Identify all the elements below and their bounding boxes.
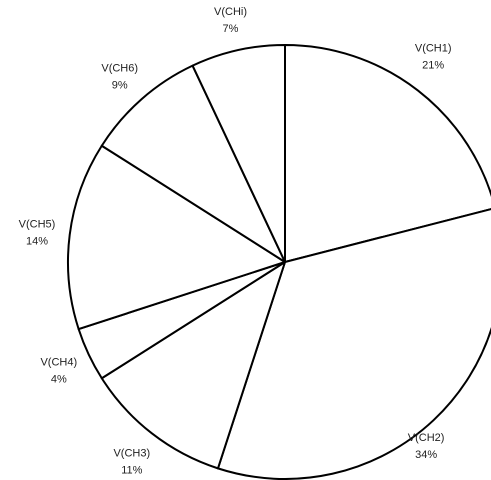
pie-slice-v-ch5 xyxy=(67,144,286,331)
pie-slice-v-ch6 xyxy=(100,64,286,263)
slice-percent-v-ch6: 9% xyxy=(112,80,128,92)
slice-label-v-ch1: V(CH1) xyxy=(415,43,452,55)
slice-label-v-ch5: V(CH5) xyxy=(19,219,56,231)
slice-label-v-ch3: V(CH3) xyxy=(113,448,150,460)
slice-percent-v-ch2: 34% xyxy=(415,449,437,461)
slice-label-v-chi: V(CHi) xyxy=(214,6,247,18)
pie-slice-v-ch1 xyxy=(284,44,491,263)
slice-percent-v-ch1: 21% xyxy=(422,60,444,72)
slice-percent-v-ch3: 11% xyxy=(121,465,142,477)
slice-label-v-ch2: V(CH2) xyxy=(408,432,445,444)
slice-label-v-ch4: V(CH4) xyxy=(40,356,77,368)
pie-slice-v-chi xyxy=(191,44,286,263)
pie-labels: V(CH1) 21% V(CH2) 34% V(CH3) 11% V(CH4) 4% V(CH5… xyxy=(19,6,452,477)
slice-percent-v-chi: 7% xyxy=(223,23,239,35)
slice-percent-v-ch4: 4% xyxy=(51,373,67,385)
slice-label-v-ch6: V(CH6) xyxy=(101,63,138,75)
pie-slice-v-ch3 xyxy=(100,261,286,470)
pie-slices xyxy=(67,44,491,480)
pie-slice-v-ch2 xyxy=(216,208,491,480)
slice-percent-v-ch5: 14% xyxy=(26,236,48,248)
